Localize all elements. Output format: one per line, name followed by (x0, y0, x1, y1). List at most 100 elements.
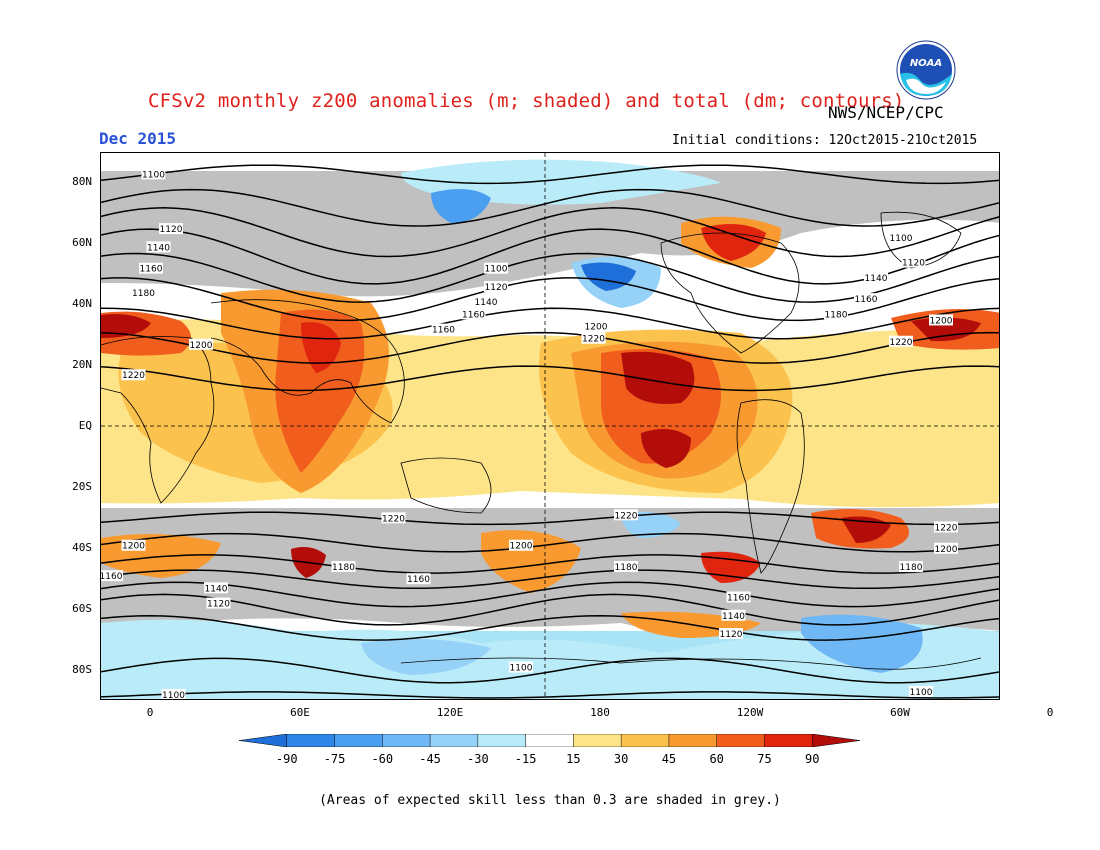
svg-text:1220: 1220 (890, 338, 913, 348)
contour-label: 1160 (101, 570, 123, 582)
lat-label: 40N (72, 297, 92, 311)
svg-text:1140: 1140 (147, 243, 170, 253)
contour-line (101, 252, 999, 303)
contour-label: 1220 (614, 509, 638, 521)
lat-label: EQ (78, 419, 92, 432)
contour-label: 1100 (161, 688, 186, 699)
colorbar-segment (382, 734, 431, 747)
continent-outlines (101, 211, 982, 670)
contour-label: 1160 (726, 591, 751, 603)
lat-label: 40S (72, 540, 92, 554)
map-title: CFSv2 monthly z200 anomalies (m; shaded)… (148, 90, 905, 112)
contour-line (101, 554, 999, 574)
svg-text:1120: 1120 (720, 630, 743, 640)
contour-label: 1180 (331, 561, 356, 573)
contour-label: 1200 (509, 539, 533, 552)
contour-label: 1200 (584, 320, 608, 333)
contour-label: 1180 (899, 561, 923, 573)
lat-label: 20S (72, 479, 92, 493)
colorbar-tick-label: 15 (566, 752, 581, 766)
colorbar-tick-label: -30 (467, 752, 489, 766)
svg-text:1100: 1100 (485, 265, 508, 275)
colorbar-tick-label: -90 (275, 752, 298, 766)
svg-text:1220: 1220 (122, 371, 145, 381)
noaa-logo: NOAA (896, 40, 956, 100)
contour-label: 1160 (406, 573, 431, 585)
lat-label: 80N (72, 175, 92, 189)
svg-text:1100: 1100 (142, 170, 165, 180)
colorbar-tick-label: -45 (419, 752, 441, 766)
contour-label: 1120 (206, 597, 231, 610)
contour-label: 1120 (159, 223, 183, 235)
colorbar-tick-label: 75 (757, 752, 772, 766)
contour-label: 1200 (934, 542, 958, 555)
contour-label: 1100 (141, 168, 166, 180)
colorbar-segment (668, 734, 718, 747)
contour-line (101, 188, 999, 227)
colorbar-segment (764, 734, 813, 747)
contour-label: 1140 (721, 609, 746, 622)
contour-label: 1160 (461, 308, 486, 320)
contour-label: 1220 (889, 335, 913, 348)
svg-text:1120: 1120 (485, 283, 508, 293)
svg-text:1180: 1180 (900, 563, 923, 573)
contour-line (101, 657, 999, 684)
contour-label: 1180 (131, 287, 156, 299)
svg-text:1140: 1140 (205, 584, 228, 594)
contour-line (101, 511, 999, 526)
colorbar-segment (620, 734, 670, 747)
colorbar-tick-label: 90 (804, 752, 820, 766)
contour-label: 1140 (864, 271, 888, 284)
svg-text:1160: 1160 (140, 265, 163, 275)
colorbar-tick-label: 30 (613, 752, 629, 766)
svg-text:1200: 1200 (190, 341, 213, 351)
lon-label: 180 (590, 706, 610, 719)
contour-label: 1160 (854, 293, 878, 305)
lat-label: 60S (72, 601, 92, 615)
contour-label: 1220 (381, 512, 406, 524)
contour-line (101, 593, 999, 626)
contour-label: 1100 (909, 685, 933, 698)
svg-text:1100: 1100 (910, 688, 933, 698)
svg-text:1200: 1200 (122, 542, 145, 552)
svg-text:1180: 1180 (132, 289, 155, 299)
contour-label: 1120 (901, 256, 926, 269)
contour-label: 1180 (614, 561, 638, 573)
anomaly-map: 1100 1120 1140 1160 1180 1200 1220 1100 1120 1140… (100, 152, 1000, 700)
initial-conditions: Initial conditions: 12Oct2015-21Oct2015 (672, 133, 978, 148)
contour-label: 1160 (139, 262, 163, 275)
colorbar-segment (525, 734, 575, 747)
svg-text:1180: 1180 (332, 563, 355, 573)
colorbar-segment (811, 734, 860, 747)
colorbar-segment (286, 734, 336, 747)
svg-text:1200: 1200 (935, 545, 958, 555)
contour-line (101, 532, 999, 553)
svg-text:1220: 1220 (382, 514, 405, 524)
svg-text:1160: 1160 (432, 326, 455, 336)
contour-label: 1220 (934, 521, 958, 533)
lon-label: 120E (436, 706, 464, 719)
agency-label: NWS/NCEP/CPC (828, 103, 944, 122)
lon-label: 0 (146, 706, 154, 719)
colorbar-segment (429, 734, 479, 747)
lat-label: 80S (72, 662, 92, 676)
valid-month: Dec 2015 (99, 129, 177, 148)
contour-line (101, 569, 999, 590)
svg-text:1160: 1160 (407, 575, 430, 585)
contour-label: 1100 (509, 661, 533, 674)
svg-text:1100: 1100 (510, 664, 533, 674)
svg-text:1120: 1120 (207, 600, 230, 610)
contour-line (101, 307, 999, 340)
svg-text:1200: 1200 (585, 323, 608, 333)
contour-line (101, 228, 999, 285)
contour-line (101, 331, 999, 364)
svg-text:1140: 1140 (722, 612, 745, 622)
contour-labels: 1100 1120 1140 1160 1180 1200 1220 1100 1120 1140… (101, 168, 958, 699)
svg-text:1160: 1160 (101, 572, 123, 582)
svg-text:1200: 1200 (930, 316, 953, 326)
contour-label: 1120 (719, 628, 743, 640)
lat-label: 20N (72, 358, 92, 372)
colorbar-tick-label: 45 (661, 752, 677, 766)
colorbar-segment (716, 734, 766, 747)
contour-label: 1140 (204, 582, 228, 594)
